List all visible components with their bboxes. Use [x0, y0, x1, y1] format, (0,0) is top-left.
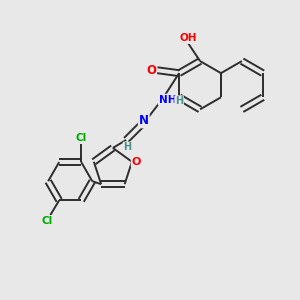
Text: OH: OH [179, 33, 197, 43]
Text: H: H [175, 96, 183, 106]
Text: Cl: Cl [76, 133, 87, 143]
Text: O: O [146, 64, 156, 77]
Text: Cl: Cl [42, 216, 53, 226]
Text: O: O [132, 157, 141, 167]
Text: H: H [124, 142, 132, 152]
Text: N: N [139, 114, 149, 127]
Text: NH: NH [159, 94, 176, 105]
